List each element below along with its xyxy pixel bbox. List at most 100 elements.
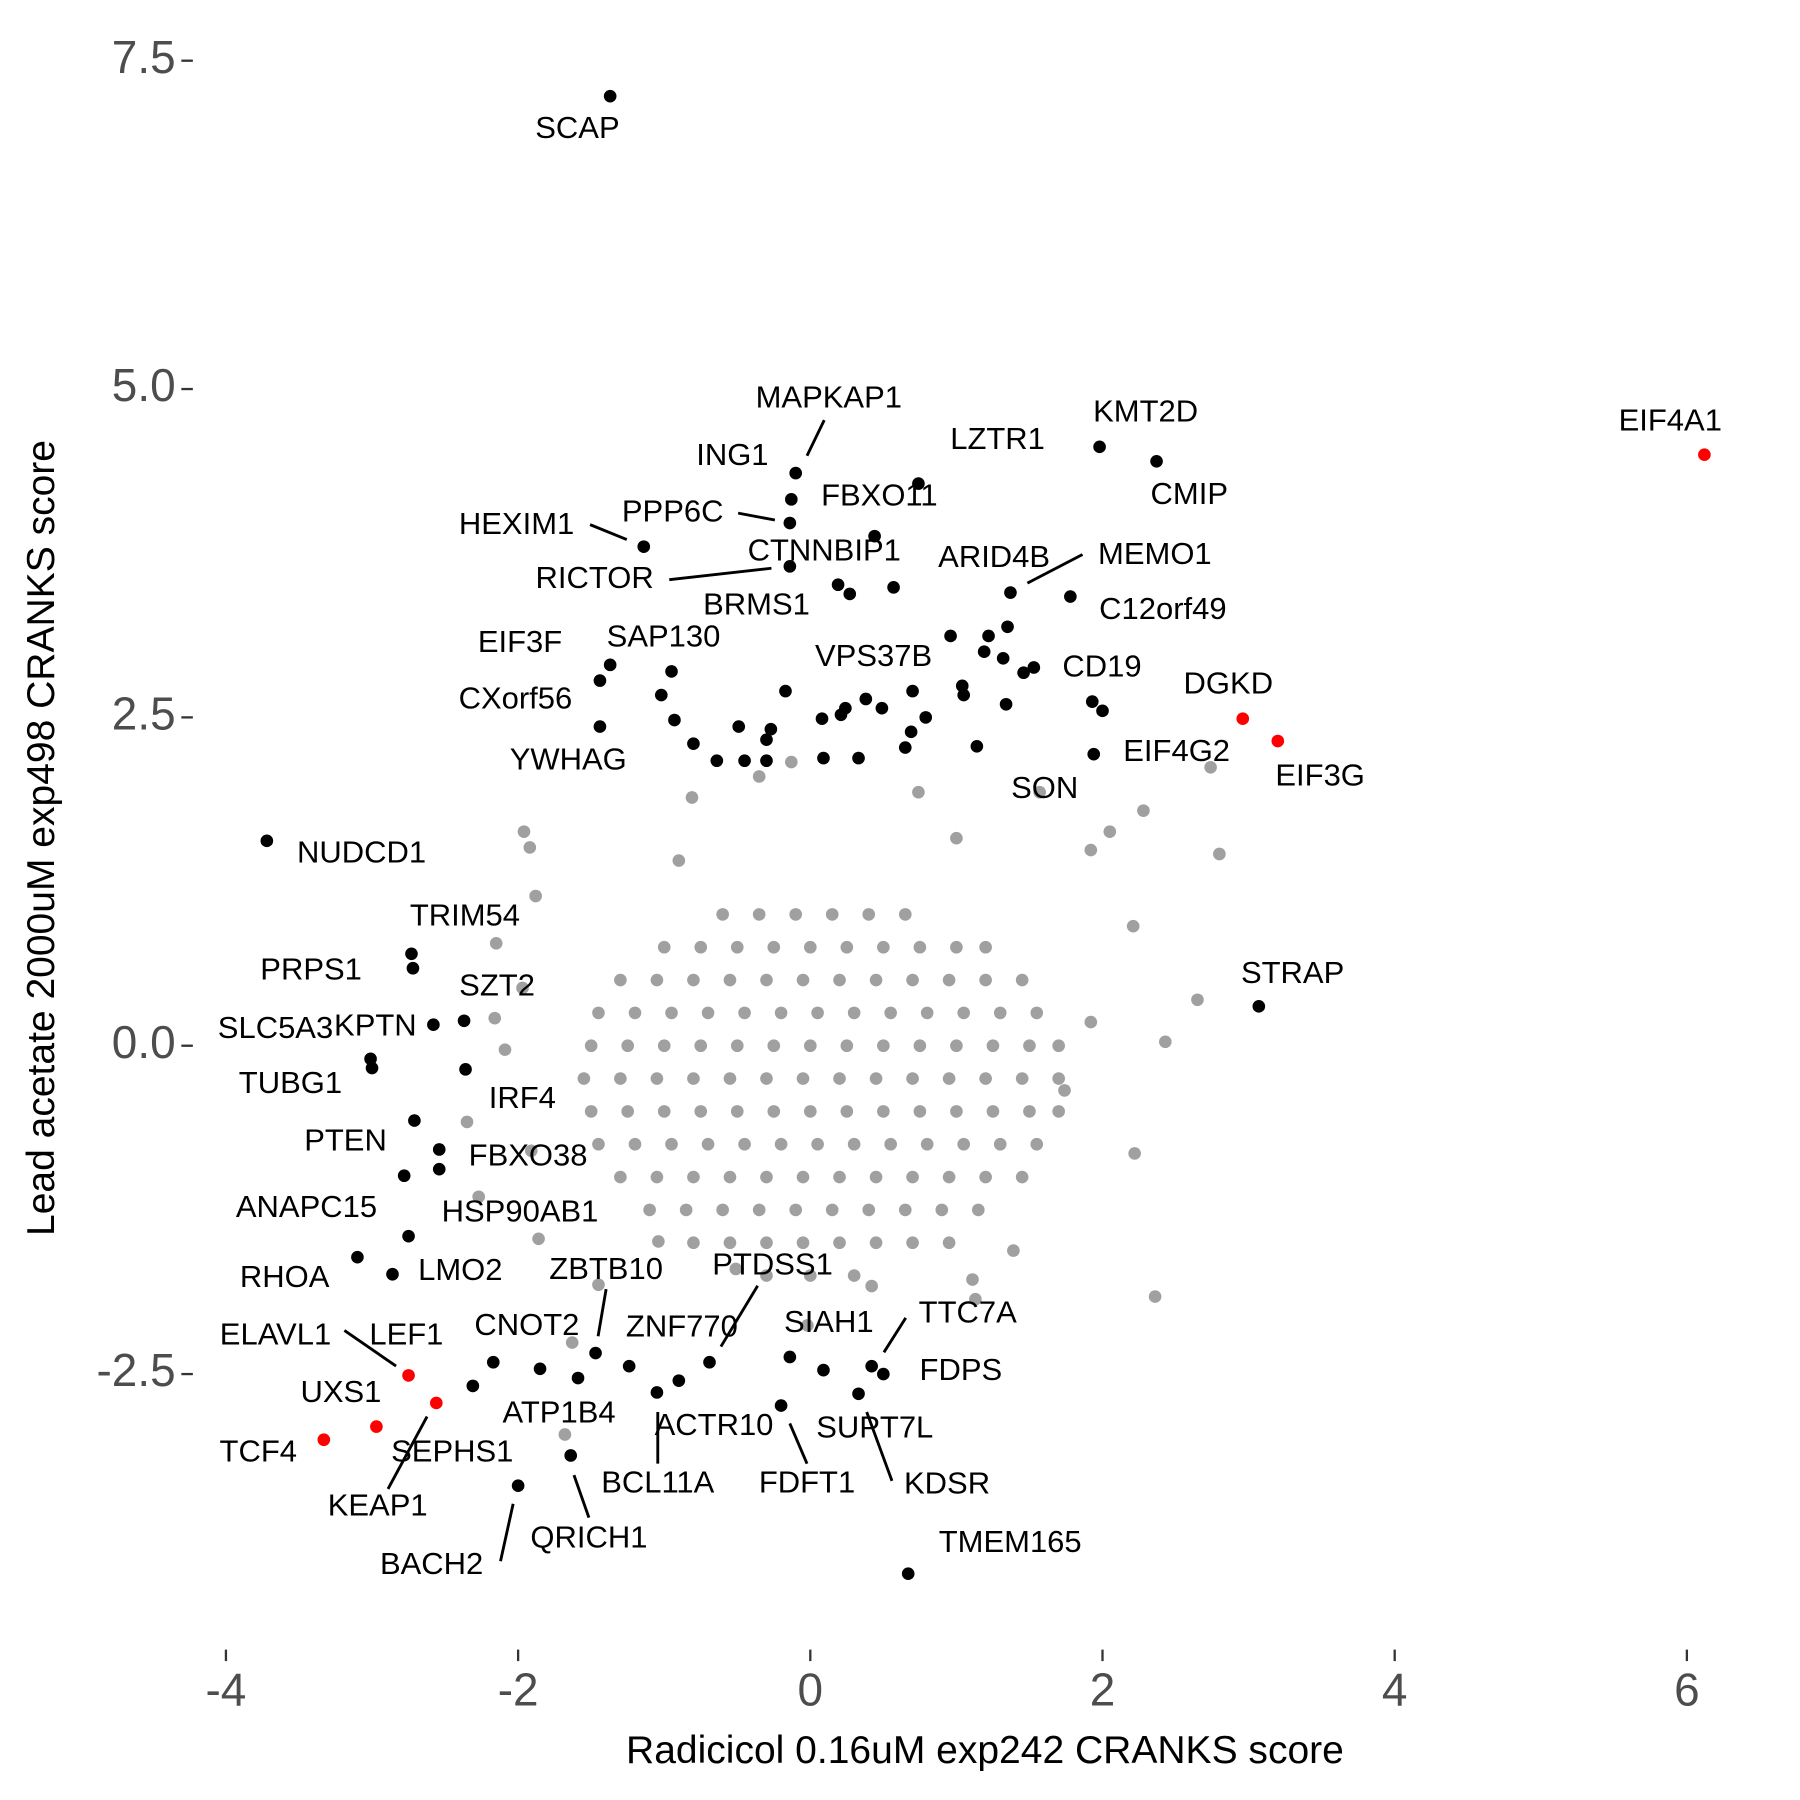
point: [847, 1137, 861, 1151]
leader-line: [865, 1411, 894, 1482]
point: [859, 692, 873, 706]
point-label: DGKD: [1184, 666, 1274, 701]
leader-line: [386, 1415, 429, 1490]
point: [687, 1072, 700, 1085]
point: [1126, 919, 1140, 933]
x-tick-label: 4: [1382, 1663, 1408, 1715]
point: [831, 578, 845, 592]
point-label: CNOT2: [474, 1307, 579, 1342]
point: [833, 1072, 846, 1085]
point: [869, 1170, 883, 1184]
point: [614, 1170, 627, 1184]
point-label: MEMO1: [1098, 536, 1212, 571]
point: [1052, 1072, 1065, 1085]
point: [833, 1170, 846, 1184]
leader-line: [719, 1284, 759, 1348]
point: [730, 1105, 744, 1118]
point: [789, 908, 803, 921]
point: [511, 1479, 525, 1493]
point: [1030, 1006, 1044, 1020]
point: [906, 684, 919, 698]
point-label: RICTOR: [536, 560, 654, 595]
point-label: NUDCD1: [297, 834, 426, 869]
point-label: EIF4G2: [1123, 733, 1230, 768]
point-label: TCF4: [220, 1434, 297, 1469]
point: [370, 1420, 383, 1433]
point: [1128, 1147, 1141, 1160]
point: [685, 791, 699, 804]
point: [852, 751, 865, 765]
point: [803, 1105, 817, 1118]
point: [558, 1428, 572, 1441]
point: [730, 940, 744, 954]
point: [397, 1169, 411, 1183]
point: [817, 1363, 830, 1377]
point: [1096, 704, 1109, 718]
point: [760, 754, 773, 768]
y-axis-title: Lead acetate 2000uM exp498 CRANKS score: [20, 440, 63, 1236]
point-label: BCL11A: [601, 1464, 714, 1499]
point: [783, 1350, 797, 1364]
point: [657, 1105, 671, 1118]
point: [942, 1072, 956, 1085]
point: [887, 581, 900, 594]
point-label: EIF3F: [478, 624, 562, 659]
point: [825, 1203, 839, 1217]
leader-line: [788, 1422, 809, 1465]
point-label: LZTR1: [950, 421, 1045, 456]
point: [912, 785, 925, 799]
point: [1093, 440, 1106, 454]
point-label: PTEN: [304, 1122, 387, 1157]
leader-line: [572, 1474, 591, 1519]
point: [386, 1267, 399, 1281]
point: [488, 1011, 502, 1025]
point-label: HEXIM1: [459, 506, 574, 541]
point: [986, 1105, 1000, 1118]
point: [783, 516, 797, 530]
point: [351, 1250, 364, 1264]
point: [898, 908, 912, 921]
point: [1159, 1035, 1172, 1049]
point: [796, 1170, 810, 1184]
point-label: MAPKAP1: [756, 380, 902, 415]
point: [460, 1115, 474, 1129]
point-label: BRMS1: [703, 586, 810, 621]
point: [1015, 973, 1029, 987]
point: [694, 1039, 708, 1053]
y-tick-label: -2.5: [97, 1344, 176, 1396]
point-label: VPS37B: [815, 638, 932, 673]
point: [687, 1236, 700, 1250]
point-label: ANAPC15: [236, 1189, 377, 1224]
point: [877, 1039, 890, 1053]
point: [432, 1162, 446, 1176]
point: [738, 1137, 751, 1151]
x-tick-label: 0: [798, 1663, 824, 1715]
point: [738, 1006, 751, 1020]
point: [1052, 1105, 1065, 1118]
point: [760, 1170, 773, 1184]
point: [942, 973, 956, 987]
point: [986, 1039, 1000, 1053]
point: [862, 908, 876, 921]
point-label: ELAVL1: [220, 1316, 331, 1351]
point: [592, 1278, 605, 1292]
point: [486, 1355, 500, 1369]
point: [589, 1346, 602, 1360]
point: [565, 1336, 579, 1349]
point: [760, 973, 773, 987]
point-label: PPP6C: [622, 493, 724, 528]
point: [1137, 804, 1150, 817]
point-label: SLC5A3: [218, 1010, 333, 1045]
point: [944, 629, 957, 643]
point: [833, 1236, 846, 1250]
point: [868, 529, 881, 543]
point: [1023, 1039, 1036, 1053]
point: [532, 1232, 545, 1246]
y-tick-label: 5.0: [112, 359, 176, 411]
point: [901, 1567, 915, 1581]
point: [1033, 785, 1046, 799]
point: [877, 1105, 890, 1118]
point: [825, 908, 839, 921]
point: [1191, 993, 1204, 1007]
point: [427, 1018, 440, 1032]
